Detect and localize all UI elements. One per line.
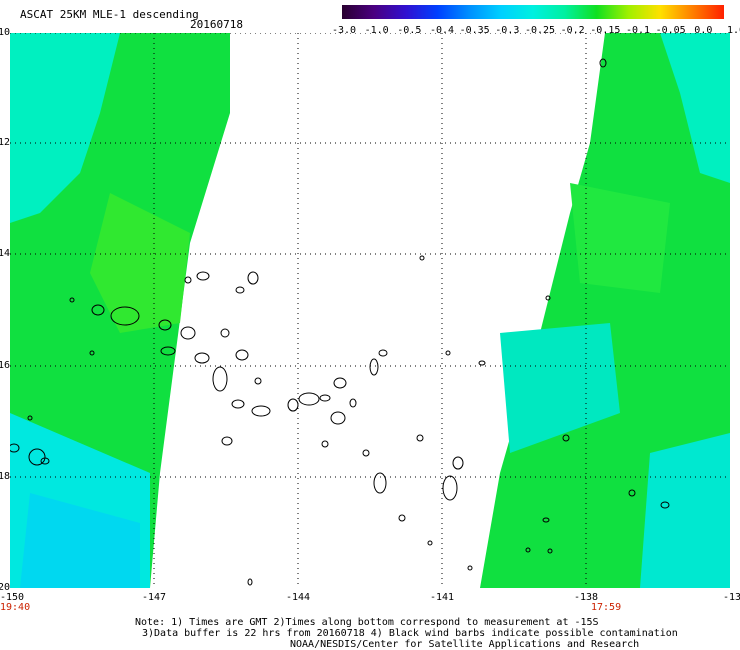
y-label-5: -20: [0, 582, 10, 593]
y-label-1: -12: [0, 137, 10, 148]
colorbar-label: -0.4: [429, 25, 455, 36]
y-label-3: -16: [0, 360, 10, 371]
island-outlines: [10, 58, 670, 586]
map-title: ASCAT 25KM MLE-1 descending: [20, 8, 199, 21]
x-label-1: -147: [141, 592, 167, 603]
y-label-4: -18: [0, 471, 10, 482]
x-label-0: -150: [0, 592, 25, 603]
colorbar-label: -0.35: [459, 25, 490, 36]
left-swath: [10, 33, 230, 588]
colorbar-gradient: [342, 5, 724, 19]
colorbar-label: -0.05: [655, 25, 686, 36]
grid: [10, 33, 730, 588]
colorbar-label: -1.0: [364, 25, 389, 36]
colorbar-label: -0.2: [560, 25, 585, 36]
right-swath: [480, 33, 730, 588]
note-line-2: 3)Data buffer is 22 hrs from 20160718 4)…: [142, 628, 678, 639]
note-line-3: NOAA/NESDIS/Center for Satellite Applica…: [290, 639, 640, 650]
x-label-2: -144: [285, 592, 311, 603]
map-area: [10, 33, 730, 588]
colorbar-label: -3.0: [331, 25, 357, 36]
colorbar: [342, 5, 724, 19]
colorbar-labels: -3.0 -1.0 -0.5 -0.4 -0.35 -0.3 -0.25 -0.2 -0.15-…: [330, 25, 740, 37]
y-label-2: -14: [0, 248, 10, 259]
x-label-5: -13: [722, 592, 740, 603]
colorbar-label: -0.1: [625, 25, 651, 36]
note-line-1: Note: 1) Times are GMT 2)Times along bot…: [135, 617, 599, 628]
colorbar-label: 1.0: [726, 25, 740, 36]
colorbar-label: -0.3: [495, 25, 520, 36]
x-label-4: -138: [573, 592, 599, 603]
colorbar-label: -0.25: [524, 25, 556, 36]
map-date: 20160718: [190, 18, 243, 31]
time-right: 17:59: [591, 602, 622, 613]
colorbar-label: -0.15: [590, 25, 621, 36]
y-label-0: -10: [0, 27, 10, 38]
time-left: 19:40: [0, 602, 31, 613]
colorbar-label: 0.0: [694, 25, 713, 36]
colorbar-label: -0.5: [397, 25, 422, 36]
x-label-3: -141: [429, 592, 455, 603]
